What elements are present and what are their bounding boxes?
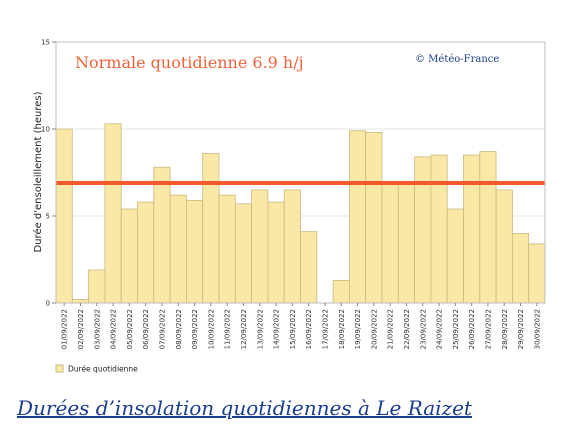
bar xyxy=(365,132,383,304)
normal-annotation: Normale quotidienne 6.9 h/j xyxy=(75,53,304,72)
x-tick-label: 11/09/2022 xyxy=(224,309,232,349)
chart-bars xyxy=(55,123,546,304)
bar xyxy=(495,189,513,304)
x-tick-label: 01/09/2022 xyxy=(61,309,69,349)
x-tick-label: 22/09/2022 xyxy=(403,309,411,349)
x-tick-label: 08/09/2022 xyxy=(175,309,183,349)
y-tick-label: 15 xyxy=(41,39,50,47)
x-tick-label: 17/09/2022 xyxy=(321,309,329,349)
x-tick-label: 07/09/2022 xyxy=(158,309,166,349)
y-axis-label: Durée d'ensoleillement (heures) xyxy=(32,91,44,252)
bar xyxy=(463,154,481,304)
legend-label: Durée quotidienne xyxy=(68,365,138,374)
x-tick-label: 19/09/2022 xyxy=(354,309,362,349)
sunshine-chart: 0 5 10 15 01/09/2022 02/09/2022 03/09/2022 04/… xyxy=(32,39,546,374)
x-tick-label: 04/09/2022 xyxy=(110,309,118,349)
bar xyxy=(218,194,236,304)
x-tick-label: 15/09/2022 xyxy=(289,309,297,349)
y-tick-label: 10 xyxy=(41,126,50,134)
x-tick-label: 21/09/2022 xyxy=(387,309,395,349)
x-tick-label: 24/09/2022 xyxy=(436,309,444,349)
x-tick-label: 26/09/2022 xyxy=(468,309,476,349)
bar xyxy=(446,208,464,304)
bar xyxy=(55,128,73,304)
x-tick-label: 30/09/2022 xyxy=(533,309,541,349)
bar xyxy=(332,279,350,304)
bar xyxy=(381,182,399,304)
bar xyxy=(234,203,253,304)
x-tick-label: 29/09/2022 xyxy=(517,309,525,349)
legend-swatch xyxy=(55,364,64,373)
bar xyxy=(169,194,187,304)
x-tick-label: 14/09/2022 xyxy=(273,309,281,349)
x-tick-label: 10/09/2022 xyxy=(207,309,215,349)
bar xyxy=(479,151,497,304)
x-tick-label: 06/09/2022 xyxy=(142,309,150,349)
bar xyxy=(430,154,448,304)
x-tick-label: 13/09/2022 xyxy=(256,309,264,349)
x-tick-label: 05/09/2022 xyxy=(126,309,134,349)
bar xyxy=(300,231,318,304)
x-tick-label: 18/09/2022 xyxy=(338,309,346,349)
x-tick-label: 16/09/2022 xyxy=(305,309,313,349)
y-axis-ticks: 0 5 10 15 xyxy=(41,39,56,308)
bar xyxy=(120,208,138,304)
bar xyxy=(397,182,415,304)
x-axis-ticks: 01/09/2022 02/09/2022 03/09/2022 04/09/2022… xyxy=(61,303,541,349)
bar xyxy=(104,123,122,304)
bar xyxy=(185,199,204,304)
x-tick-label: 12/09/2022 xyxy=(240,309,248,349)
bar xyxy=(137,201,155,304)
x-tick-label: 25/09/2022 xyxy=(452,309,460,349)
x-tick-label: 09/09/2022 xyxy=(191,309,199,349)
x-tick-label: 03/09/2022 xyxy=(93,309,101,349)
bar xyxy=(283,189,301,304)
copyright-annotation: © Météo-France xyxy=(415,54,499,65)
y-tick-label: 0 xyxy=(46,300,50,308)
bar xyxy=(251,189,269,304)
bar xyxy=(71,299,90,304)
bar xyxy=(153,166,171,304)
x-tick-label: 28/09/2022 xyxy=(501,309,509,349)
bar xyxy=(267,201,285,304)
bar xyxy=(414,156,432,304)
bar xyxy=(528,243,546,304)
chart-caption[interactable]: Durées d’insolation quotidiennes à Le Ra… xyxy=(17,396,472,420)
x-tick-label: 02/09/2022 xyxy=(77,309,85,349)
legend: Durée quotidienne xyxy=(55,364,138,374)
bar xyxy=(348,130,367,304)
plot-frame xyxy=(55,41,546,304)
y-tick-label: 5 xyxy=(46,213,50,221)
bar xyxy=(512,232,530,304)
bar xyxy=(88,269,106,304)
x-tick-label: 23/09/2022 xyxy=(419,309,427,349)
x-tick-label: 20/09/2022 xyxy=(370,309,378,349)
x-tick-label: 27/09/2022 xyxy=(484,309,492,349)
bar xyxy=(202,152,220,304)
